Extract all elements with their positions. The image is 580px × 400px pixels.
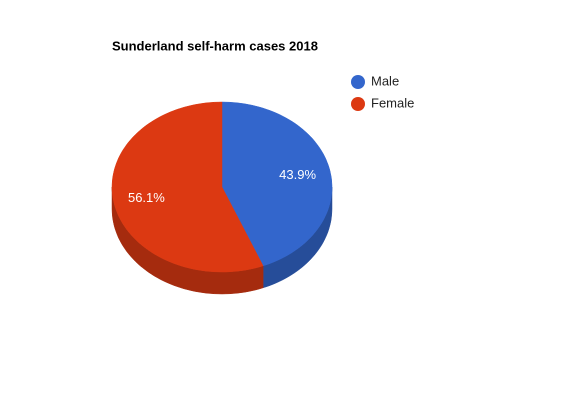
legend-label: Male <box>371 73 399 88</box>
legend-marker <box>351 75 365 89</box>
pie-slice <box>221 101 333 267</box>
data-label: 56.1% <box>128 190 165 205</box>
pie-slice <box>111 101 264 273</box>
legend-marker <box>351 97 365 111</box>
legend-label: Female <box>371 95 414 110</box>
chart-title: Sunderland self-harm cases 2018 <box>112 38 318 53</box>
data-label: 43.9% <box>279 167 316 182</box>
